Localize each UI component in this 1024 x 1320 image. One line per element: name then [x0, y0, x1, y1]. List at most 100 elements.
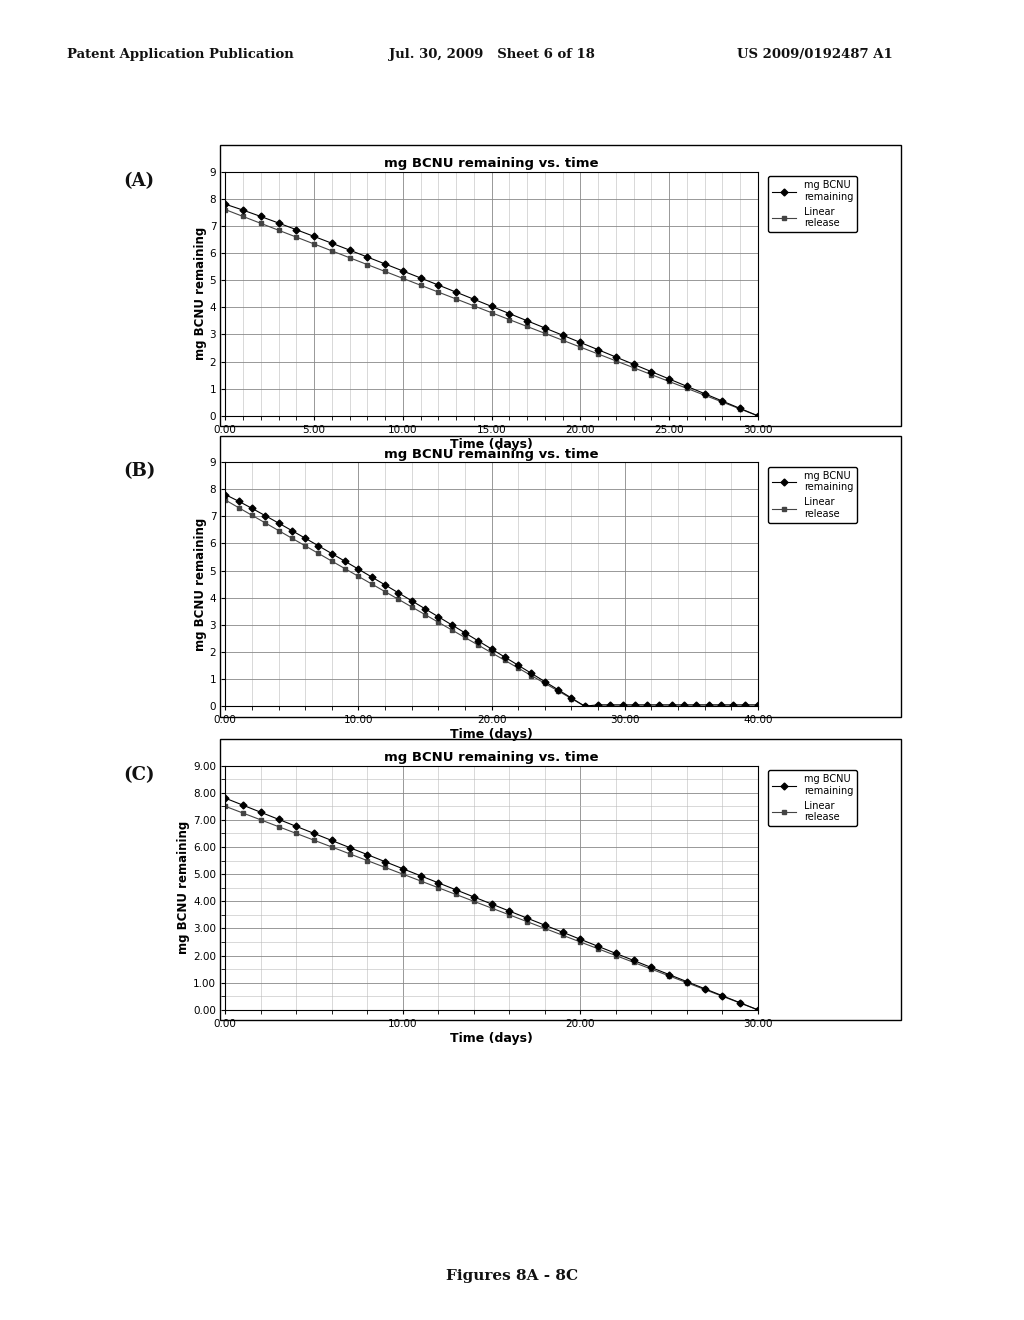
Linear
release: [343, 846, 355, 862]
mg BCNU
remaining: [459, 624, 471, 640]
Linear
release: [468, 298, 480, 314]
Linear
release: [290, 825, 302, 841]
mg BCNU
remaining: [653, 697, 666, 713]
Linear
release: [432, 880, 444, 896]
mg BCNU
remaining: [472, 634, 484, 649]
Linear
release: [415, 873, 427, 888]
mg BCNU
remaining: [432, 277, 444, 293]
mg BCNU
remaining: [290, 818, 302, 834]
mg BCNU
remaining: [641, 697, 653, 713]
Linear
release: [592, 346, 604, 362]
mg BCNU
remaining: [415, 867, 427, 883]
Text: (C): (C): [123, 766, 155, 784]
mg BCNU
remaining: [272, 215, 285, 231]
mg BCNU
remaining: [326, 545, 338, 561]
Linear
release: [308, 236, 321, 252]
Line: Linear
release: Linear release: [223, 498, 760, 709]
mg BCNU
remaining: [255, 804, 267, 820]
mg BCNU
remaining: [681, 379, 693, 395]
Line: mg BCNU
remaining: mg BCNU remaining: [223, 202, 760, 418]
mg BCNU
remaining: [663, 966, 675, 982]
Linear
release: [539, 676, 551, 692]
Linear
release: [219, 799, 231, 814]
Text: US 2009/0192487 A1: US 2009/0192487 A1: [737, 48, 893, 61]
mg BCNU
remaining: [629, 697, 641, 713]
mg BCNU
remaining: [698, 981, 711, 997]
mg BCNU
remaining: [237, 202, 249, 218]
Linear
release: [396, 866, 409, 882]
Text: (B): (B): [123, 462, 156, 480]
mg BCNU
remaining: [432, 609, 444, 624]
Linear
release: [361, 256, 374, 272]
mg BCNU
remaining: [678, 697, 690, 713]
Linear
release: [379, 583, 391, 599]
mg BCNU
remaining: [246, 500, 258, 516]
mg BCNU
remaining: [485, 298, 498, 314]
mg BCNU
remaining: [702, 697, 715, 713]
mg BCNU
remaining: [299, 531, 311, 546]
mg BCNU
remaining: [716, 393, 728, 409]
Linear
release: [556, 927, 568, 942]
Linear
release: [678, 698, 690, 714]
Linear
release: [645, 961, 657, 977]
Linear
release: [392, 591, 404, 607]
mg BCNU
remaining: [565, 690, 578, 706]
mg BCNU
remaining: [396, 861, 409, 876]
mg BCNU
remaining: [521, 911, 534, 927]
Linear
release: [450, 887, 462, 903]
mg BCNU
remaining: [485, 896, 498, 912]
mg BCNU
remaining: [503, 903, 515, 919]
mg BCNU
remaining: [539, 319, 551, 335]
mg BCNU
remaining: [312, 539, 325, 554]
Linear
release: [343, 249, 355, 265]
mg BCNU
remaining: [255, 209, 267, 224]
mg BCNU
remaining: [734, 995, 746, 1011]
Linear
release: [255, 215, 267, 231]
mg BCNU
remaining: [525, 665, 538, 681]
mg BCNU
remaining: [343, 840, 355, 855]
Linear
release: [312, 545, 325, 561]
Text: Figures 8A - 8C: Figures 8A - 8C: [445, 1269, 579, 1283]
mg BCNU
remaining: [343, 242, 355, 257]
Linear
release: [379, 264, 391, 280]
Linear
release: [445, 622, 458, 638]
Y-axis label: mg BCNU remaining: mg BCNU remaining: [194, 227, 207, 360]
mg BCNU
remaining: [698, 385, 711, 401]
Linear
release: [609, 352, 622, 368]
mg BCNU
remaining: [716, 987, 728, 1003]
mg BCNU
remaining: [379, 854, 391, 870]
Linear
release: [432, 614, 444, 630]
Linear
release: [681, 974, 693, 990]
mg BCNU
remaining: [663, 371, 675, 387]
mg BCNU
remaining: [592, 342, 604, 358]
Linear
release: [653, 698, 666, 714]
Linear
release: [539, 326, 551, 342]
Text: Jul. 30, 2009   Sheet 6 of 18: Jul. 30, 2009 Sheet 6 of 18: [389, 48, 595, 61]
mg BCNU
remaining: [219, 197, 231, 213]
Linear
release: [629, 698, 641, 714]
Linear
release: [352, 569, 365, 585]
mg BCNU
remaining: [392, 585, 404, 601]
Linear
release: [702, 698, 715, 714]
Linear
release: [734, 995, 746, 1011]
mg BCNU
remaining: [666, 697, 678, 713]
Linear
release: [690, 698, 702, 714]
mg BCNU
remaining: [468, 292, 480, 308]
mg BCNU
remaining: [366, 569, 378, 585]
mg BCNU
remaining: [539, 917, 551, 933]
mg BCNU
remaining: [339, 553, 351, 569]
Linear
release: [521, 913, 534, 929]
Linear
release: [641, 698, 653, 714]
Linear
release: [326, 840, 338, 855]
Legend: mg BCNU
remaining, Linear
release: mg BCNU remaining, Linear release: [768, 467, 857, 523]
mg BCNU
remaining: [521, 313, 534, 329]
mg BCNU
remaining: [592, 697, 604, 713]
mg BCNU
remaining: [432, 875, 444, 891]
Linear
release: [255, 812, 267, 828]
mg BCNU
remaining: [734, 400, 746, 416]
mg BCNU
remaining: [609, 348, 622, 364]
Linear
release: [396, 271, 409, 286]
mg BCNU
remaining: [503, 306, 515, 322]
Linear
release: [503, 312, 515, 327]
mg BCNU
remaining: [592, 939, 604, 954]
